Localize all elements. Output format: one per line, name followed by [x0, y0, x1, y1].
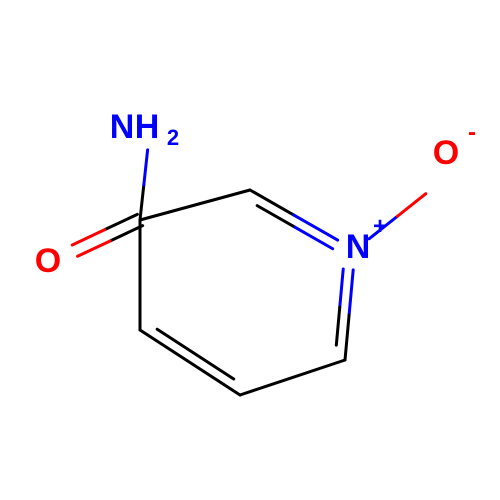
bond: [345, 315, 349, 360]
bond: [340, 269, 343, 307]
hydrogen-subscript: 2: [167, 125, 179, 150]
bond: [336, 307, 339, 345]
bond: [140, 190, 250, 220]
bond: [257, 206, 295, 228]
oxygen-carbonyl-label: O: [35, 242, 61, 280]
bond: [240, 360, 345, 395]
bond: [397, 194, 425, 217]
bond: [250, 190, 294, 215]
bond: [144, 150, 148, 185]
nitrogen-ring-label: N: [346, 228, 371, 266]
oxygen-oxide-label: O: [433, 134, 459, 172]
bond: [140, 185, 144, 220]
molecule-diagram: ONH2N+O-: [0, 0, 500, 500]
oxygen-charge: -: [468, 119, 476, 146]
bond: [140, 330, 240, 395]
bond: [349, 270, 353, 315]
nitrogen-amine-label: N: [110, 108, 135, 146]
bond: [157, 329, 234, 379]
bond: [294, 215, 338, 240]
bond: [72, 230, 105, 245]
bond: [105, 214, 138, 229]
nitrogen-charge: +: [373, 213, 387, 240]
bond: [78, 241, 111, 256]
bond: [110, 226, 143, 241]
hydrogen-label: H: [135, 108, 160, 146]
bond: [295, 227, 333, 249]
